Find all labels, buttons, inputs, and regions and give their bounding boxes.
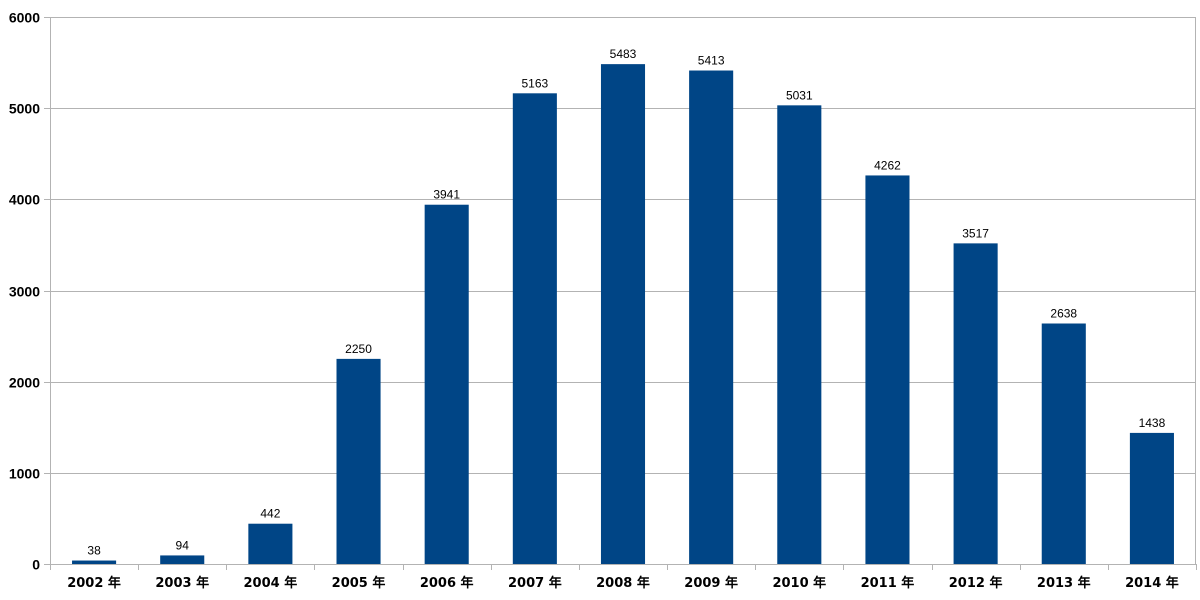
y-tick-label: 3000 [9, 284, 40, 300]
x-tick-label: 2002 年 [67, 575, 121, 591]
x-tick-label: 2004 年 [244, 575, 298, 591]
data-label: 5031 [786, 88, 813, 102]
x-tick-label: 2008 年 [596, 575, 650, 591]
x-tick-label: 2005 年 [332, 575, 386, 591]
bars [72, 64, 1174, 565]
data-label: 3517 [962, 226, 989, 240]
bar [1041, 323, 1086, 564]
x-tick-label: 2009 年 [684, 575, 738, 591]
y-tick-label: 4000 [9, 192, 40, 208]
bar [248, 523, 293, 564]
bar [689, 70, 734, 564]
data-label: 94 [176, 538, 190, 552]
data-label: 442 [260, 507, 280, 521]
data-label: 4262 [874, 158, 901, 172]
x-tick-label: 2007 年 [508, 575, 562, 591]
x-tick-label: 2006 年 [420, 575, 474, 591]
data-label: 5163 [521, 76, 548, 90]
x-tick-label: 2014 年 [1125, 575, 1179, 591]
data-label: 2250 [345, 342, 372, 356]
x-tick-label: 2012 年 [949, 575, 1003, 591]
data-label: 5483 [610, 47, 637, 61]
x-tick-label: 2013 年 [1037, 575, 1091, 591]
data-label: 1438 [1139, 416, 1166, 430]
data-label: 38 [87, 544, 101, 558]
bar [424, 204, 469, 565]
y-tick-label: 1000 [9, 466, 40, 482]
bar [777, 105, 822, 564]
bar [865, 175, 910, 564]
x-tick-label: 2010 年 [772, 575, 826, 591]
axes [44, 17, 1197, 570]
y-tick-label: 6000 [9, 10, 40, 26]
bar [1129, 432, 1174, 564]
data-label: 3941 [433, 188, 460, 202]
x-tick-label: 2003 年 [155, 575, 209, 591]
labels: 0 1000 2000 3000 4000 5000 6000 38 2002 年 94 2003 … [9, 10, 1179, 592]
bar [600, 64, 646, 564]
bar [953, 243, 998, 565]
y-tick-label: 2000 [9, 375, 40, 391]
bar [160, 555, 205, 564]
data-label: 5413 [698, 54, 725, 68]
x-tick-label: 2011 年 [861, 575, 915, 591]
bar [72, 560, 117, 564]
y-tick-label: 0 [32, 557, 40, 573]
bar [336, 358, 381, 564]
data-label: 2638 [1050, 307, 1077, 321]
y-tick-label: 5000 [9, 101, 40, 117]
bar [512, 93, 557, 564]
